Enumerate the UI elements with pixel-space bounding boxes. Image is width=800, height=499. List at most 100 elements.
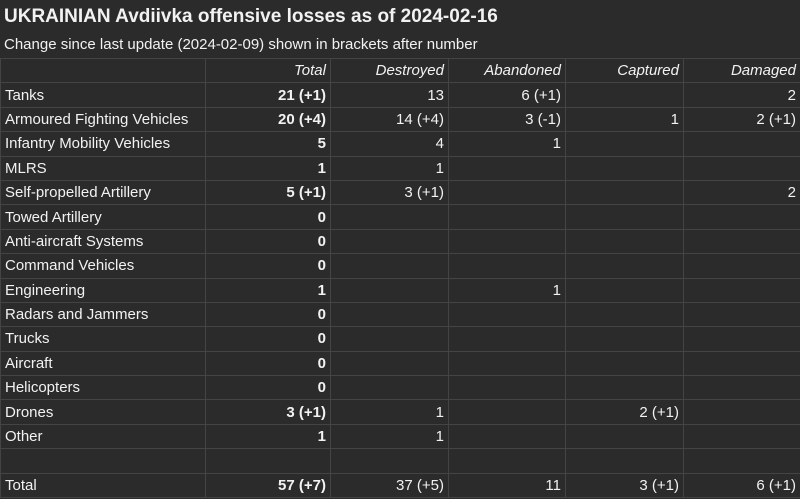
totals-label: Total bbox=[0, 472, 206, 499]
spacer-row bbox=[0, 448, 800, 474]
captured-cell bbox=[565, 375, 684, 401]
captured-cell bbox=[565, 131, 684, 157]
destroyed-cell bbox=[330, 253, 449, 279]
destroyed-cell bbox=[330, 228, 449, 255]
page-subtitle: Change since last update (2024-02-09) sh… bbox=[4, 36, 478, 53]
table-row: Infantry Mobility Vehicles 5 4 1 bbox=[0, 131, 800, 157]
total-cell: 3 (+1) bbox=[205, 399, 331, 425]
category-cell: Self-propelled Artillery bbox=[0, 179, 206, 206]
abandoned-cell: 6 (+1) bbox=[448, 82, 566, 108]
category-cell: Aircraft bbox=[0, 350, 206, 377]
destroyed-cell: 1 bbox=[330, 399, 449, 425]
damaged-cell bbox=[683, 423, 800, 450]
abandoned-cell bbox=[448, 204, 566, 230]
table-row: Engineering 1 1 bbox=[0, 277, 800, 303]
captured-cell bbox=[565, 204, 684, 230]
abandoned-cell bbox=[448, 399, 566, 425]
damaged-cell bbox=[683, 155, 800, 181]
captured-cell bbox=[565, 350, 684, 377]
damaged-cell: 2 bbox=[683, 179, 800, 206]
total-cell: 1 bbox=[205, 155, 331, 181]
category-cell: Radars and Jammers bbox=[0, 301, 206, 328]
damaged-cell: 2 (+1) bbox=[683, 106, 800, 133]
table-row: Tanks 21 (+1) 13 6 (+1) 2 bbox=[0, 82, 800, 108]
captured-cell bbox=[565, 179, 684, 206]
table-row: Armoured Fighting Vehicles 20 (+4) 14 (+4)… bbox=[0, 106, 800, 133]
abandoned-cell bbox=[448, 375, 566, 401]
abandoned-cell bbox=[448, 179, 566, 206]
category-cell: Engineering bbox=[0, 277, 206, 303]
total-cell: 0 bbox=[205, 228, 331, 255]
damaged-cell bbox=[683, 375, 800, 401]
destroyed-cell bbox=[330, 326, 449, 352]
damaged-cell bbox=[683, 204, 800, 230]
category-cell: Trucks bbox=[0, 326, 206, 352]
total-cell: 20 (+4) bbox=[205, 106, 331, 133]
damaged-cell bbox=[683, 131, 800, 157]
total-cell: 0 bbox=[205, 301, 331, 328]
destroyed-cell: 4 bbox=[330, 131, 449, 157]
category-cell: Drones bbox=[0, 399, 206, 425]
damaged-cell bbox=[683, 277, 800, 303]
abandoned-cell bbox=[448, 155, 566, 181]
table-row: Self-propelled Artillery 5 (+1) 3 (+1) 2 bbox=[0, 179, 800, 206]
abandoned-cell: 1 bbox=[448, 277, 566, 303]
destroyed-cell: 1 bbox=[330, 155, 449, 181]
captured-cell bbox=[565, 326, 684, 352]
total-cell: 0 bbox=[205, 375, 331, 401]
damaged-cell bbox=[683, 228, 800, 255]
damaged-cell bbox=[683, 326, 800, 352]
totals-total: 57 (+7) bbox=[205, 472, 331, 499]
damaged-cell bbox=[683, 350, 800, 377]
category-cell: Towed Artillery bbox=[0, 204, 206, 230]
totals-destroyed: 37 (+5) bbox=[330, 472, 449, 499]
captured-cell bbox=[565, 155, 684, 181]
destroyed-cell: 3 (+1) bbox=[330, 179, 449, 206]
table-row: MLRS 1 1 bbox=[0, 155, 800, 181]
abandoned-cell bbox=[448, 326, 566, 352]
captured-cell: 2 (+1) bbox=[565, 399, 684, 425]
captured-cell bbox=[565, 253, 684, 279]
captured-cell bbox=[565, 277, 684, 303]
destroyed-cell bbox=[330, 350, 449, 377]
abandoned-cell: 1 bbox=[448, 131, 566, 157]
totals-row: Total 57 (+7) 37 (+5) 11 3 (+1) 6 (+1) bbox=[0, 472, 800, 499]
total-cell: 0 bbox=[205, 350, 331, 377]
table-row: Trucks 0 bbox=[0, 326, 800, 352]
total-cell: 5 (+1) bbox=[205, 179, 331, 206]
total-cell: 0 bbox=[205, 253, 331, 279]
totals-abandoned: 11 bbox=[448, 472, 566, 499]
totals-captured: 3 (+1) bbox=[565, 472, 684, 499]
table-row: Aircraft 0 bbox=[0, 350, 800, 377]
page-title: UKRAINIAN Avdiivka offensive losses as o… bbox=[4, 6, 498, 27]
abandoned-cell bbox=[448, 228, 566, 255]
captured-cell bbox=[565, 423, 684, 450]
damaged-cell: 2 bbox=[683, 82, 800, 108]
table-row: Drones 3 (+1) 1 2 (+1) bbox=[0, 399, 800, 425]
total-cell: 1 bbox=[205, 423, 331, 450]
table-row: Helicopters 0 bbox=[0, 375, 800, 401]
header-destroyed: Destroyed bbox=[330, 57, 449, 84]
total-cell: 0 bbox=[205, 204, 331, 230]
category-cell: MLRS bbox=[0, 155, 206, 181]
header-total: Total bbox=[205, 57, 331, 84]
category-cell: Command Vehicles bbox=[0, 253, 206, 279]
category-cell: Anti-aircraft Systems bbox=[0, 228, 206, 255]
abandoned-cell bbox=[448, 423, 566, 450]
captured-cell bbox=[565, 228, 684, 255]
total-cell: 21 (+1) bbox=[205, 82, 331, 108]
destroyed-cell: 13 bbox=[330, 82, 449, 108]
total-cell: 5 bbox=[205, 131, 331, 157]
damaged-cell bbox=[683, 399, 800, 425]
header-row: Total Destroyed Abandoned Captured Damag… bbox=[0, 57, 800, 84]
abandoned-cell bbox=[448, 301, 566, 328]
category-cell: Infantry Mobility Vehicles bbox=[0, 131, 206, 157]
destroyed-cell: 1 bbox=[330, 423, 449, 450]
header-damaged: Damaged bbox=[683, 57, 800, 84]
destroyed-cell bbox=[330, 204, 449, 230]
destroyed-cell: 14 (+4) bbox=[330, 106, 449, 133]
table-row: Command Vehicles 0 bbox=[0, 253, 800, 279]
header-captured: Captured bbox=[565, 57, 684, 84]
totals-damaged: 6 (+1) bbox=[683, 472, 800, 499]
